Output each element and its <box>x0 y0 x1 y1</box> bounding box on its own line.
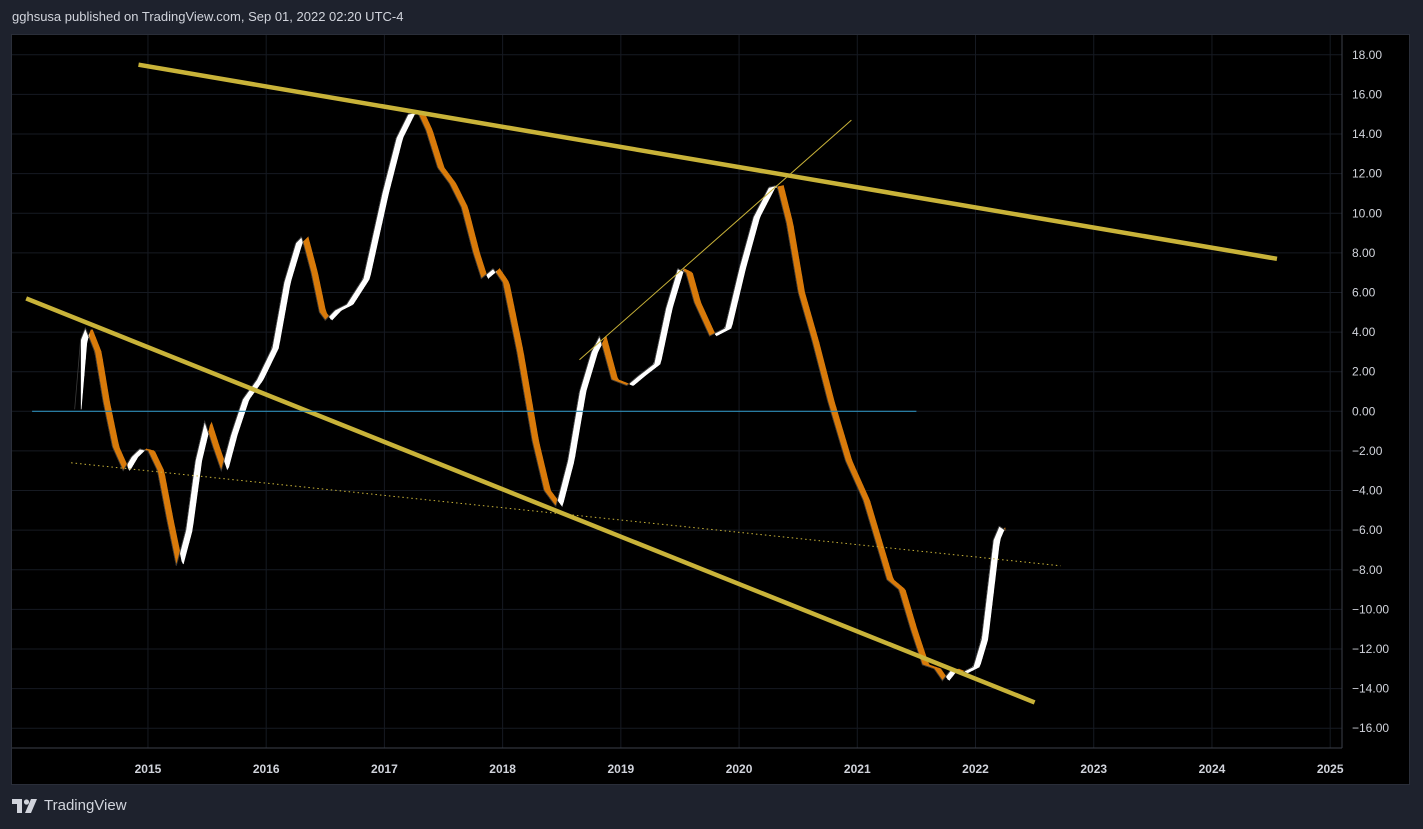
brand-name: TradingView <box>44 797 127 814</box>
y-tick-label-3: 12.00 <box>1352 167 1382 181</box>
y-tick-label-14: −10.00 <box>1352 602 1389 616</box>
y-tick-label-1: 16.00 <box>1352 87 1382 101</box>
x-tick-label-5: 2020 <box>726 762 753 776</box>
y-tick-label-6: 6.00 <box>1352 285 1376 299</box>
drawing-lines <box>25 62 1278 705</box>
chart-panel[interactable]: 18.00 16.00 14.00 12.00 10.00 8.00 6.00 4.00 2.0… <box>11 34 1410 785</box>
x-tick-label-4: 2019 <box>607 762 634 776</box>
chart-svg[interactable]: 18.00 16.00 14.00 12.00 10.00 8.00 6.00 4.00 2.0… <box>12 35 1409 784</box>
x-tick-label-3: 2018 <box>489 762 516 776</box>
y-tick-label-8: 2.00 <box>1352 365 1376 379</box>
y-tick-label-10: −2.00 <box>1352 444 1383 458</box>
axes: 18.00 16.00 14.00 12.00 10.00 8.00 6.00 4.00 2.0… <box>12 35 1389 776</box>
x-tick-label-7: 2022 <box>962 762 989 776</box>
series-fill <box>74 111 1006 682</box>
x-tick-label-6: 2021 <box>844 762 871 776</box>
y-tick-label-9: 0.00 <box>1352 404 1376 418</box>
x-tick-label-0: 2015 <box>135 762 162 776</box>
y-tick-label-11: −4.00 <box>1352 484 1383 498</box>
grid <box>12 35 1342 748</box>
publish-info: gghsusa published on TradingView.com, Se… <box>12 9 404 24</box>
trend-line-3 <box>71 462 1061 567</box>
x-tick-label-1: 2016 <box>253 762 280 776</box>
y-tick-label-4: 10.00 <box>1352 206 1382 220</box>
footer: TradingView <box>12 797 127 814</box>
series-line <box>74 111 1006 682</box>
y-tick-label-0: 18.00 <box>1352 48 1382 62</box>
x-tick-label-10: 2025 <box>1317 762 1344 776</box>
trend-line-1 <box>25 296 1036 705</box>
y-tick-label-5: 8.00 <box>1352 246 1376 260</box>
x-tick-label-9: 2024 <box>1199 762 1226 776</box>
y-tick-label-13: −8.00 <box>1352 563 1383 577</box>
trend-line-2 <box>579 119 852 361</box>
trend-line-0 <box>138 62 1278 262</box>
y-tick-label-12: −6.00 <box>1352 523 1383 537</box>
y-tick-label-17: −16.00 <box>1352 721 1389 735</box>
y-tick-label-7: 4.00 <box>1352 325 1376 339</box>
tradingview-logo-icon[interactable] <box>12 798 38 813</box>
y-tick-label-15: −12.00 <box>1352 642 1389 656</box>
x-tick-label-2: 2017 <box>371 762 398 776</box>
x-tick-label-8: 2023 <box>1080 762 1107 776</box>
y-tick-label-2: 14.00 <box>1352 127 1382 141</box>
y-tick-label-16: −14.00 <box>1352 682 1389 696</box>
